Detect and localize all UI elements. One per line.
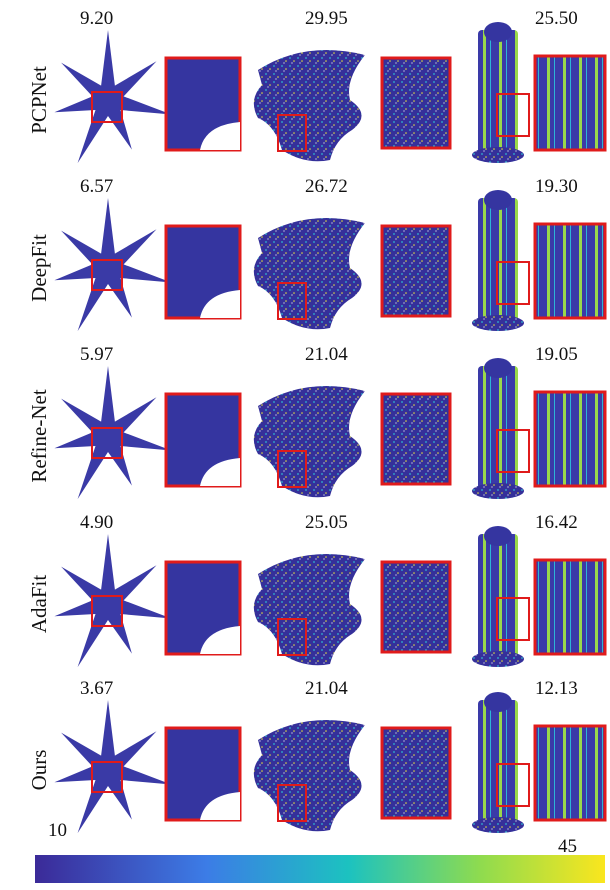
row: Refine-Net 5.97 21.04 19.05 <box>27 344 605 499</box>
row: PCPNet 9.20 29.95 25.50 <box>27 8 605 163</box>
zoom-capital <box>382 58 450 148</box>
zoom-column <box>535 560 605 654</box>
error-value: 21.04 <box>305 344 348 365</box>
method-label: PCPNet <box>27 66 51 134</box>
zoom-column <box>535 224 605 318</box>
colorbar-max: 45 <box>558 836 577 857</box>
row: DeepFit 6.57 26.72 19.30 <box>27 176 605 331</box>
capital-shape <box>254 218 365 329</box>
method-label: DeepFit <box>27 234 51 302</box>
zoom-capital <box>382 394 450 484</box>
column-base <box>472 147 524 163</box>
column-cap <box>484 190 512 210</box>
error-value: 5.97 <box>80 344 113 365</box>
column-base <box>472 651 524 667</box>
capital-shape <box>254 386 365 497</box>
zoom-column <box>535 726 605 820</box>
error-value: 25.50 <box>535 8 578 29</box>
figure: 10 45 PCPNet 9.20 29.95 25.50 DeepFit 6.57 26.… <box>0 0 610 890</box>
error-value: 16.42 <box>535 512 578 533</box>
capital-shape <box>254 720 365 831</box>
method-label: Refine-Net <box>27 389 51 482</box>
zoom-capital <box>382 562 450 652</box>
error-value: 19.30 <box>535 176 578 197</box>
zoom-column <box>535 56 605 150</box>
error-value: 6.57 <box>80 176 113 197</box>
column-cap <box>484 526 512 546</box>
row: Ours 3.67 21.04 12.13 <box>27 678 605 833</box>
error-value: 9.20 <box>80 8 113 29</box>
capital-shape <box>254 50 365 161</box>
capital-shape <box>254 554 365 665</box>
star-shape <box>54 534 171 667</box>
error-value: 4.90 <box>80 512 113 533</box>
column-base <box>472 315 524 331</box>
error-value: 29.95 <box>305 8 348 29</box>
error-value: 12.13 <box>535 678 578 699</box>
zoom-capital <box>382 728 450 818</box>
error-value: 21.04 <box>305 678 348 699</box>
row: AdaFit 4.90 25.05 16.42 <box>27 512 605 667</box>
column-cap <box>484 358 512 378</box>
error-value: 25.05 <box>305 512 348 533</box>
star-shape <box>54 366 171 499</box>
column-base <box>472 483 524 499</box>
star-shape <box>54 700 171 833</box>
error-value: 3.67 <box>80 678 113 699</box>
zoom-column <box>535 392 605 486</box>
star-shape <box>54 30 171 163</box>
column-cap <box>484 692 512 712</box>
method-label: Ours <box>27 750 51 791</box>
zoom-capital <box>382 226 450 316</box>
star-shape <box>54 198 171 331</box>
method-label: AdaFit <box>27 575 51 634</box>
error-value: 19.05 <box>535 344 578 365</box>
column-base <box>472 817 524 833</box>
colorbar <box>35 855 605 883</box>
column-cap <box>484 22 512 42</box>
error-value: 26.72 <box>305 176 348 197</box>
colorbar-min: 10 <box>48 820 67 841</box>
